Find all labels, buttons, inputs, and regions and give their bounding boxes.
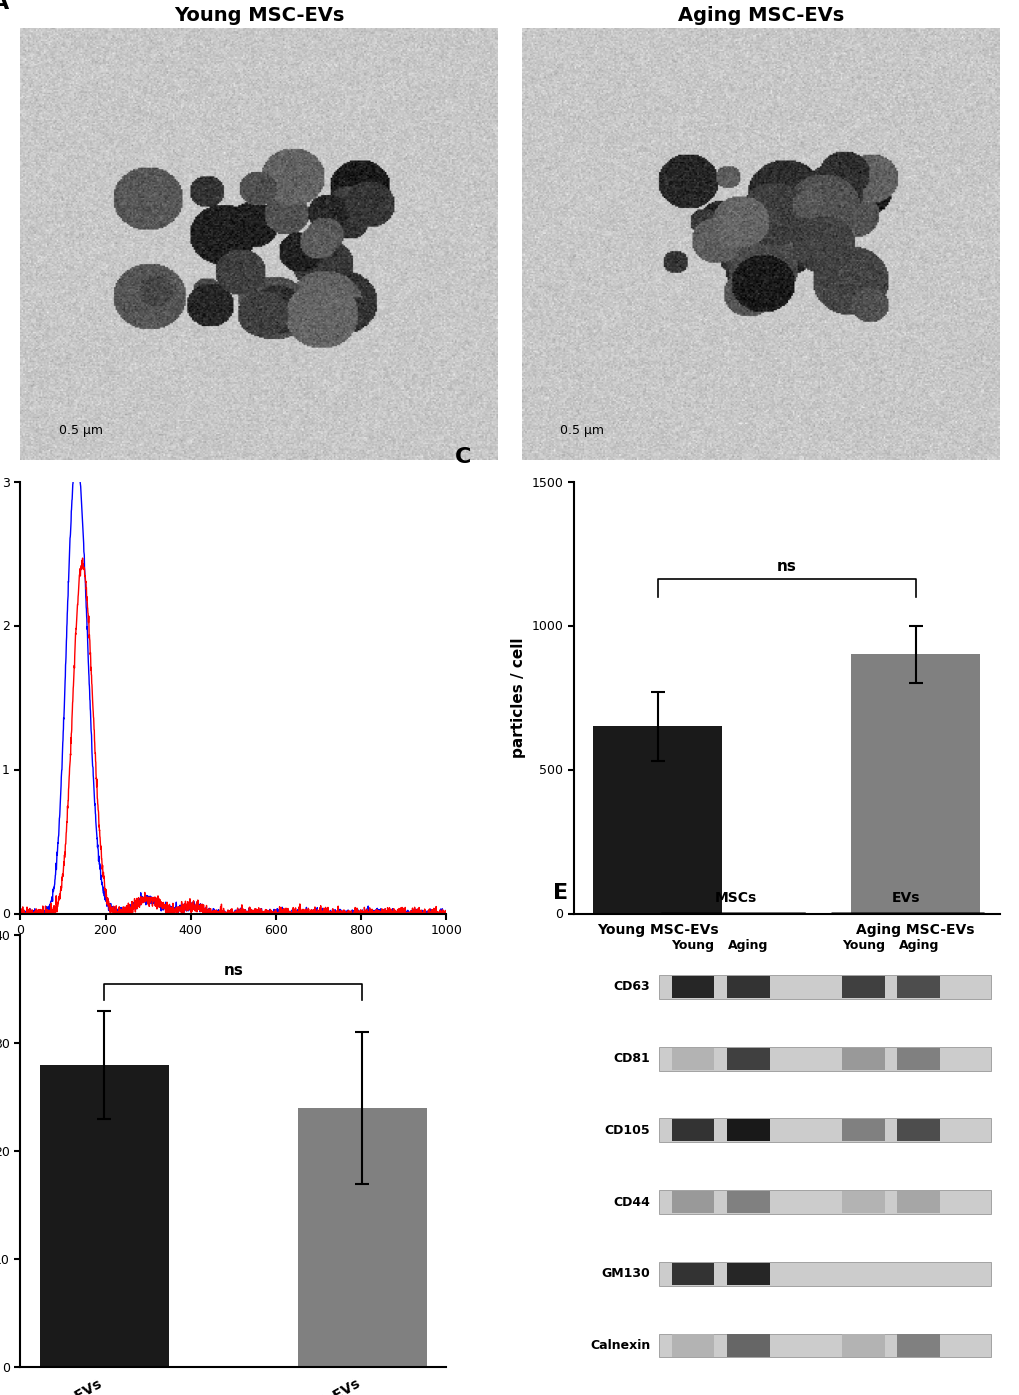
Aging MSC-EVs <box>427 904 439 921</box>
Young MSC-EVs <box>210 905 222 922</box>
Text: E: E <box>552 883 568 903</box>
Bar <box>658 1119 990 1143</box>
Young MSC-EVs <box>14 901 26 918</box>
Bar <box>897 1191 940 1214</box>
Y-axis label: particles / cell: particles / cell <box>511 638 526 757</box>
Aging MSC-EVs <box>350 903 362 919</box>
Aging MSC-EVs <box>36 905 48 922</box>
Bar <box>897 976 940 997</box>
Bar <box>593 727 721 914</box>
Bar <box>851 654 979 914</box>
Bar <box>727 976 769 997</box>
Text: 0.5 μm: 0.5 μm <box>559 424 603 437</box>
Young MSC-EVs <box>221 903 233 919</box>
Bar <box>842 1335 883 1356</box>
Aging MSC-EVs <box>210 905 222 922</box>
X-axis label: Size(nm): Size(nm) <box>196 943 271 957</box>
Text: C: C <box>454 446 471 467</box>
Bar <box>842 1048 883 1070</box>
Aging MSC-EVs <box>439 903 451 919</box>
Young MSC-EVs <box>428 903 440 919</box>
Bar <box>40 1064 168 1367</box>
Bar <box>727 1262 769 1285</box>
Text: MSCs: MSCs <box>714 891 756 905</box>
Bar <box>842 976 883 997</box>
Bar <box>672 1262 713 1285</box>
Bar <box>727 1191 769 1214</box>
Bar <box>672 976 713 997</box>
Bar <box>842 1119 883 1141</box>
Bar <box>672 1335 713 1356</box>
Text: ns: ns <box>223 964 243 978</box>
Young MSC-EVs <box>14 905 26 922</box>
Bar <box>897 1335 940 1356</box>
Line: Aging MSC-EVs: Aging MSC-EVs <box>20 558 445 914</box>
Text: Aging: Aging <box>898 939 937 953</box>
Bar <box>672 1191 713 1214</box>
Aging MSC-EVs <box>76 550 89 566</box>
Text: GM130: GM130 <box>601 1267 650 1281</box>
Bar <box>658 1046 990 1070</box>
Bar <box>672 1119 713 1141</box>
Aging MSC-EVs <box>221 903 233 919</box>
Text: 0.5 μm: 0.5 μm <box>58 424 103 437</box>
Title: Young MSC-EVs: Young MSC-EVs <box>174 6 344 25</box>
Text: ns: ns <box>776 558 796 573</box>
Bar <box>658 1262 990 1286</box>
Young MSC-EVs <box>427 905 439 922</box>
Text: Aging: Aging <box>728 939 768 953</box>
Young MSC-EVs <box>70 445 83 462</box>
Text: CD44: CD44 <box>613 1196 650 1208</box>
Text: A: A <box>0 0 9 14</box>
Young MSC-EVs <box>350 904 362 921</box>
Bar <box>658 975 990 999</box>
Text: EVs: EVs <box>891 891 919 905</box>
Aging MSC-EVs <box>427 900 439 917</box>
Bar <box>727 1048 769 1070</box>
Young MSC-EVs <box>439 903 451 919</box>
Young MSC-EVs <box>37 904 49 921</box>
Bar <box>897 1048 940 1070</box>
Bar <box>727 1335 769 1356</box>
Line: Young MSC-EVs: Young MSC-EVs <box>20 453 445 914</box>
Legend: Young MSC-EVs, Aging MSC-EVs: Young MSC-EVs, Aging MSC-EVs <box>742 511 907 557</box>
Text: Young: Young <box>671 939 714 953</box>
Text: Calnexin: Calnexin <box>590 1339 650 1352</box>
Bar <box>658 1190 990 1214</box>
Bar <box>298 1108 426 1367</box>
Bar <box>658 1334 990 1357</box>
Text: CD81: CD81 <box>613 1052 650 1066</box>
Aging MSC-EVs <box>14 905 26 922</box>
Bar <box>727 1119 769 1141</box>
Text: CD105: CD105 <box>604 1124 650 1137</box>
Text: Young: Young <box>841 939 884 953</box>
Bar <box>897 1119 940 1141</box>
Title: Aging MSC-EVs: Aging MSC-EVs <box>677 6 843 25</box>
Bar <box>842 1191 883 1214</box>
Bar <box>672 1048 713 1070</box>
Text: CD63: CD63 <box>613 981 650 993</box>
